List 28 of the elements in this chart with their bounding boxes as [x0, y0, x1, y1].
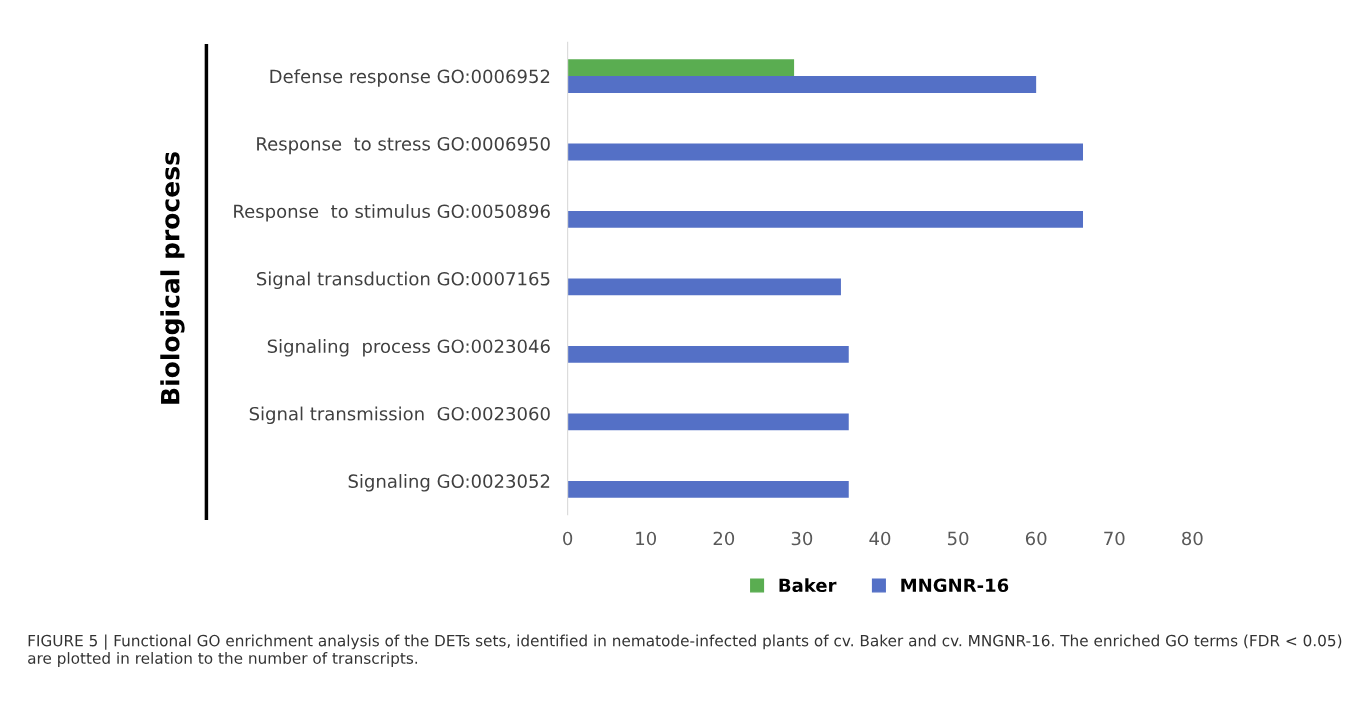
x-tick-label: 0 [563, 531, 573, 546]
x-tick-label: 80 [1182, 531, 1203, 546]
y-tick-label: Response to stimulus GO:0050896 [234, 204, 550, 222]
x-tick-label: 40 [869, 531, 891, 546]
legend-label: MNGNR-16 [901, 578, 1009, 593]
x-tick-label: 30 [791, 531, 813, 546]
x-tick-label: 50 [947, 531, 969, 546]
bar [567, 278, 841, 296]
bar [567, 480, 849, 498]
y-tick-label: Defense response GO:0006952 [270, 69, 550, 87]
bar [567, 345, 849, 363]
y-axis-title: Biological process [160, 152, 185, 404]
y-tick-label: Signal transmission GO:0023060 [249, 406, 550, 425]
legend-label: Baker [779, 578, 837, 593]
y-tick-label: Signaling GO:0023052 [348, 474, 550, 492]
y-tick-label: Signal transduction GO:0007165 [257, 271, 550, 290]
bar [567, 76, 1037, 93]
bar [567, 413, 849, 431]
bar [567, 211, 1083, 228]
x-tick-label: 10 [636, 531, 657, 546]
y-tick-label: Signaling process GO:0023046 [267, 339, 550, 357]
bar [567, 59, 795, 77]
bar [567, 143, 1083, 161]
y-tick-label: Response to stress GO:0006950 [257, 136, 550, 155]
x-tick-label: 70 [1104, 531, 1125, 546]
caption: FIGURE 5 | Functional GO enrichment analysis of the DETs sets, identified in nematode-infected plants of cv. Baker and cv. MNGNR-16. The enriched GO terms (FDR < 0.05) are plotted in relation to the number of transcripts. [28, 634, 1342, 667]
x-tick-label: 60 [1025, 531, 1047, 546]
x-tick-label: 20 [713, 531, 735, 546]
